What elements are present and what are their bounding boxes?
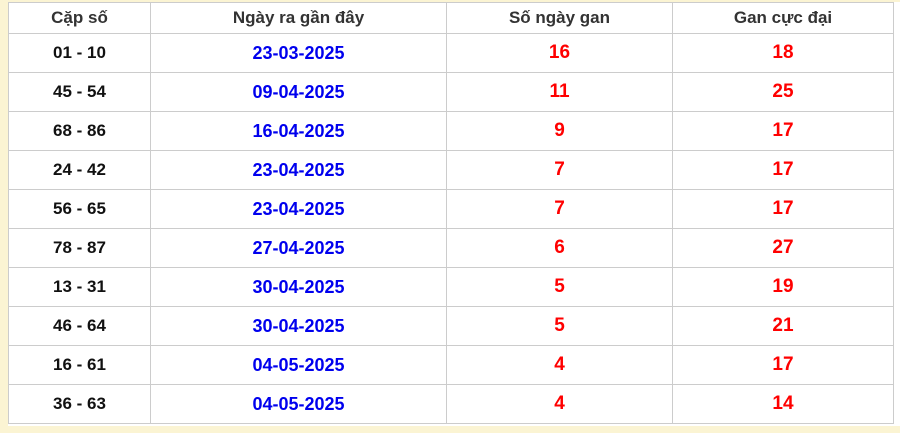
gan-days-cell: 4: [446, 384, 673, 424]
col-header-date: Ngày ra gần đây: [150, 2, 447, 34]
table-row: 45 - 54 09-04-2025 11 25: [8, 72, 894, 112]
table-row: 56 - 65 23-04-2025 7 17: [8, 189, 894, 229]
date-cell[interactable]: 04-05-2025: [150, 384, 447, 424]
pair-cell: 16 - 61: [8, 345, 151, 385]
max-gan-cell: 19: [672, 267, 894, 307]
table-row: 78 - 87 27-04-2025 6 27: [8, 228, 894, 268]
pair-cell: 45 - 54: [8, 72, 151, 112]
max-gan-cell: 21: [672, 306, 894, 346]
date-cell[interactable]: 27-04-2025: [150, 228, 447, 268]
pair-cell: 68 - 86: [8, 111, 151, 151]
gan-days-cell: 5: [446, 306, 673, 346]
table-row: 01 - 10 23-03-2025 16 18: [8, 33, 894, 73]
table-body: 01 - 10 23-03-2025 16 18 45 - 54 09-04-2…: [8, 33, 894, 424]
gan-days-cell: 5: [446, 267, 673, 307]
date-cell[interactable]: 30-04-2025: [150, 306, 447, 346]
max-gan-cell: 17: [672, 111, 894, 151]
gan-days-cell: 9: [446, 111, 673, 151]
header-row: Cặp số Ngày ra gần đây Số ngày gan Gan c…: [8, 2, 894, 34]
table-row: 24 - 42 23-04-2025 7 17: [8, 150, 894, 190]
table-row: 68 - 86 16-04-2025 9 17: [8, 111, 894, 151]
date-cell[interactable]: 09-04-2025: [150, 72, 447, 112]
gan-days-cell: 6: [446, 228, 673, 268]
gan-days-cell: 16: [446, 33, 673, 73]
pair-cell: 46 - 64: [8, 306, 151, 346]
table-row: 13 - 31 30-04-2025 5 19: [8, 267, 894, 307]
date-cell[interactable]: 30-04-2025: [150, 267, 447, 307]
date-cell[interactable]: 23-04-2025: [150, 189, 447, 229]
max-gan-cell: 17: [672, 345, 894, 385]
table-row: 16 - 61 04-05-2025 4 17: [8, 345, 894, 385]
gan-days-cell: 7: [446, 150, 673, 190]
table-row: 46 - 64 30-04-2025 5 21: [8, 306, 894, 346]
max-gan-cell: 25: [672, 72, 894, 112]
col-header-pair: Cặp số: [8, 2, 151, 34]
date-cell[interactable]: 23-04-2025: [150, 150, 447, 190]
date-cell[interactable]: 23-03-2025: [150, 33, 447, 73]
pair-cell: 56 - 65: [8, 189, 151, 229]
date-cell[interactable]: 16-04-2025: [150, 111, 447, 151]
gan-days-cell: 11: [446, 72, 673, 112]
gan-days-cell: 7: [446, 189, 673, 229]
table-row: 36 - 63 04-05-2025 4 14: [8, 384, 894, 424]
col-header-max-gan: Gan cực đại: [672, 2, 894, 34]
pair-cell: 13 - 31: [8, 267, 151, 307]
max-gan-cell: 27: [672, 228, 894, 268]
gan-days-cell: 4: [446, 345, 673, 385]
table-panel: Cặp số Ngày ra gần đây Số ngày gan Gan c…: [8, 2, 900, 426]
col-header-gan-days: Số ngày gan: [446, 2, 673, 34]
pair-cell: 78 - 87: [8, 228, 151, 268]
gan-stats-table: Cặp số Ngày ra gần đây Số ngày gan Gan c…: [8, 2, 894, 424]
max-gan-cell: 18: [672, 33, 894, 73]
pair-cell: 36 - 63: [8, 384, 151, 424]
max-gan-cell: 17: [672, 150, 894, 190]
date-cell[interactable]: 04-05-2025: [150, 345, 447, 385]
max-gan-cell: 17: [672, 189, 894, 229]
max-gan-cell: 14: [672, 384, 894, 424]
pair-cell: 01 - 10: [8, 33, 151, 73]
pair-cell: 24 - 42: [8, 150, 151, 190]
